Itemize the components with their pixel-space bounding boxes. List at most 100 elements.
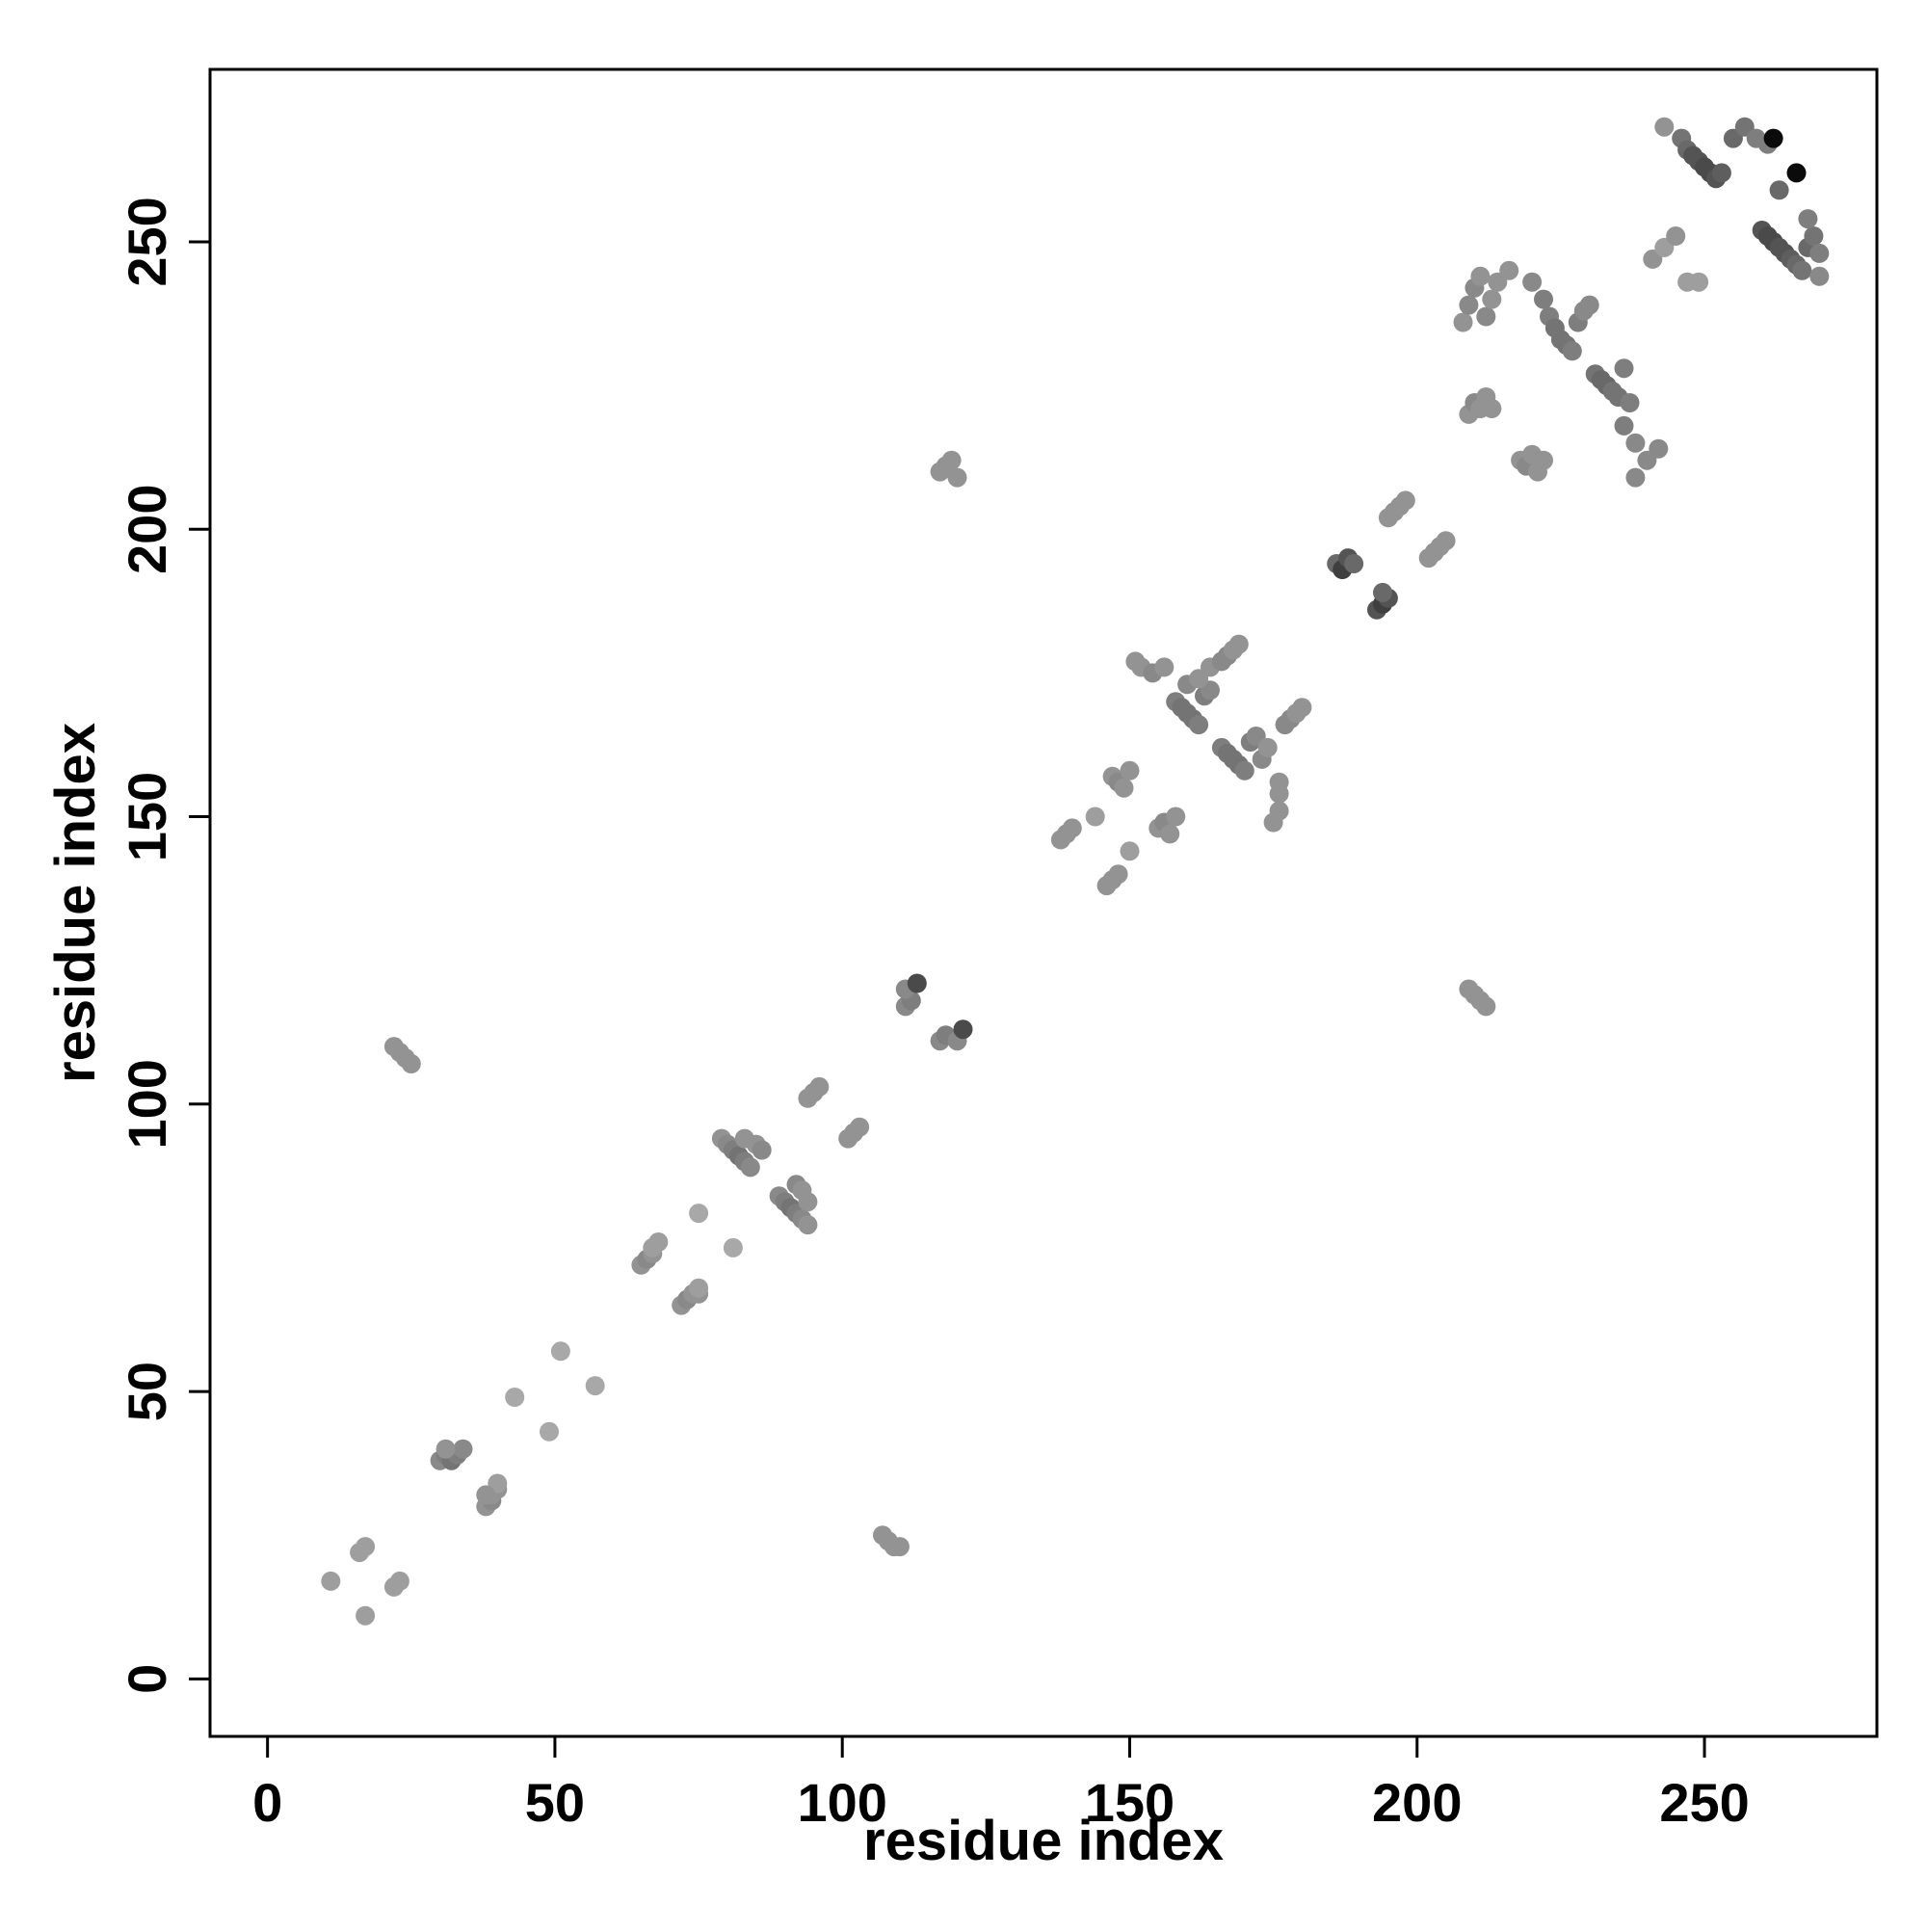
contact-point [648,1232,669,1252]
contact-point [740,1157,760,1178]
contact-point [689,1278,709,1298]
contact-point [1292,698,1312,718]
y-tick-label: 200 [117,485,177,574]
contact-point [953,1019,973,1040]
contact-point [941,450,962,470]
y-tick-label: 50 [117,1362,177,1421]
contact-point [1666,226,1686,246]
contact-point [798,1215,818,1235]
contact-point [1763,128,1783,148]
contact-point [1792,260,1812,280]
contact-point [436,1439,456,1459]
contact-point [1809,266,1830,286]
contact-point [1470,266,1491,286]
contact-point [1189,715,1209,735]
contact-point [809,1076,830,1097]
contact-point [1499,260,1519,280]
points-layer [321,117,1830,1626]
contact-point [1614,358,1634,379]
contact-point [1614,415,1634,436]
plot-frame [208,67,1879,1738]
contact-point [1166,807,1186,827]
contact-point [401,1054,421,1073]
contact-point [453,1439,473,1459]
contact-point [1654,117,1675,137]
x-tick-label: 150 [1085,1772,1175,1833]
contact-point [1344,554,1364,573]
contact-point [1476,306,1496,327]
contact-point [1798,209,1818,229]
contact-point [1534,289,1553,309]
x-tick-label: 200 [1372,1772,1462,1833]
contact-point [540,1421,559,1442]
contact-point [1114,778,1134,798]
x-tick-label: 100 [797,1772,886,1833]
contact-point [1395,490,1415,511]
contact-point [1120,841,1140,861]
contact-point [1579,295,1599,315]
contact-point [1562,341,1582,361]
contact-point [1625,433,1646,453]
contact-point [1154,657,1175,677]
contact-point [356,1537,376,1557]
contact-point [723,1237,743,1257]
y-tick-label: 250 [117,197,177,286]
contact-point [1373,582,1392,602]
contact-point [1062,818,1082,838]
contact-point [1257,737,1278,757]
x-axis-ticks: 0 50 100 150 200 250 [252,1736,1750,1833]
x-axis-title: residue index [863,1810,1224,1872]
contact-point [1482,399,1502,418]
contact-point [947,467,967,488]
contact-point [1234,760,1254,781]
x-tick-label: 50 [525,1772,585,1833]
contact-point [321,1571,341,1591]
contact-point [356,1605,376,1626]
x-tick-label: 0 [252,1772,282,1833]
contact-point [1534,450,1553,470]
y-tick-label: 0 [117,1664,177,1694]
contact-point [505,1388,525,1407]
contact-point [1620,393,1640,412]
contact-point [389,1571,409,1591]
contact-point [1769,180,1789,200]
contact-point [1649,438,1669,459]
y-axis-title: residue index [44,723,107,1083]
contact-point [798,1192,818,1212]
contact-point [907,973,927,993]
contact-point [850,1117,870,1137]
contact-point [1436,531,1456,551]
contact-point [1108,864,1128,885]
contact-point [1809,243,1830,263]
contact-point [1269,772,1289,792]
x-tick-label: 250 [1659,1772,1749,1833]
y-tick-label: 150 [117,772,177,861]
contact-point [1689,272,1709,292]
contact-point [1120,760,1140,781]
contact-point [1459,295,1479,315]
contact-point [1263,812,1283,833]
contact-point [752,1140,772,1160]
contact-point [1786,163,1807,183]
contact-point [1453,312,1473,332]
contact-point [1085,807,1105,827]
contact-point [1476,996,1496,1017]
contact-point [889,1537,910,1557]
contact-point [1522,272,1543,292]
y-axis-ticks: 0 50 100 150 200 250 [117,197,210,1694]
contact-point [585,1376,605,1396]
contact-point [1482,289,1502,309]
contact-point [550,1341,570,1362]
contact-point [1711,163,1731,183]
y-tick-label: 100 [117,1059,177,1149]
contact-point [1228,634,1249,654]
contact-point [734,1128,754,1149]
contact-point [1804,226,1824,246]
contact-point [476,1485,496,1505]
contact-point [689,1204,709,1224]
contact-point [1160,824,1180,844]
contact-point [1625,467,1646,488]
